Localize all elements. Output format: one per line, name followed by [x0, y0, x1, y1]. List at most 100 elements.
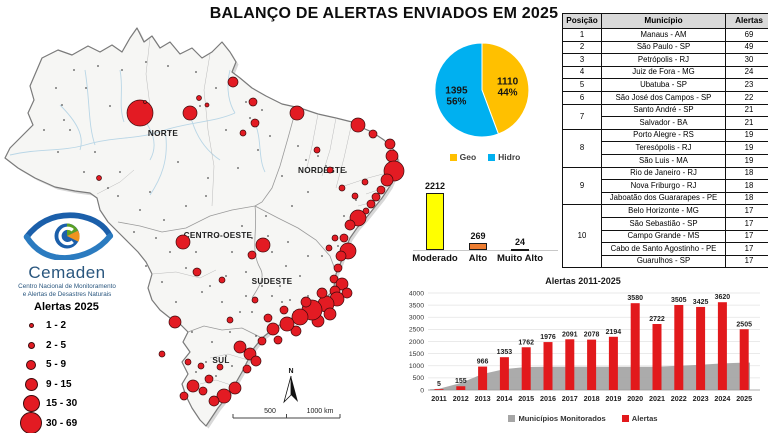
pie-legend-item: Geo: [449, 152, 477, 162]
alertas-bar-2023: [696, 306, 706, 390]
x-axis-year-label: 2023: [693, 394, 709, 403]
cell-municipio: Jaboatão dos Guararapes - PE: [601, 191, 726, 206]
map-alert-circle: [362, 207, 370, 215]
cell-position: 4: [562, 65, 602, 80]
town-dot: [279, 285, 281, 287]
alert-size-icon: [22, 395, 40, 413]
map-alert-circle: [257, 336, 267, 346]
alertas-bar-2021: [652, 323, 662, 390]
alertas-bar-2020: [630, 303, 640, 390]
town-dot: [43, 129, 45, 131]
map-alert-circle: [182, 105, 198, 121]
town-dot: [215, 87, 217, 89]
map-alert-circle: [186, 379, 200, 393]
cell-municipio: Cabo de Santo Agostinho - PE: [601, 242, 726, 256]
town-dot: [239, 311, 241, 313]
town-dot: [211, 341, 213, 343]
town-dot: [249, 117, 251, 119]
town-dot: [97, 65, 99, 67]
map-alert-circle: [226, 316, 234, 324]
x-axis-year-label: 2014: [496, 394, 512, 403]
town-dot: [261, 109, 263, 111]
rivers: [9, 69, 266, 196]
map-alert-circle: [368, 129, 378, 139]
town-dot: [195, 71, 197, 73]
pie-legend-label: Geo: [459, 152, 477, 162]
cell-municipio: Teresópolis - RJ: [601, 141, 726, 155]
map-alert-circle: [289, 105, 305, 121]
years-svg: 0 500 1000 1500 2000 2500 3000 3500 4000 5 2011 155…: [409, 290, 760, 403]
map-legend-row: 5 - 9: [16, 355, 134, 375]
region-label: NORDESTE: [298, 166, 346, 175]
table-row: Guarulhos - SP 17: [563, 254, 768, 269]
legend-swatch-icon: [508, 415, 516, 422]
map-alert-circle: [338, 184, 346, 192]
map-legend-label: 1 - 2: [46, 320, 67, 332]
town-dot: [307, 255, 309, 257]
years-legend-item: Alertas: [621, 414, 658, 423]
cell-position: 8: [562, 128, 602, 168]
map-alert-circle: [239, 129, 247, 137]
bar-value-label: 1353: [497, 349, 513, 356]
pie-slice-label: 1110 44%: [497, 76, 519, 98]
cell-municipio: Campo Grande - MS: [601, 229, 726, 244]
pie-slice-hidro: [434, 42, 500, 138]
cell-municipio: São Sebastião - SP: [601, 216, 726, 231]
town-dot: [119, 171, 121, 173]
town-dot: [175, 301, 177, 303]
legend-swatch-icon: [621, 415, 629, 422]
alertas-bar-2014: [499, 357, 509, 390]
town-dot: [83, 171, 85, 173]
town-dot: [257, 149, 259, 151]
map-alert-circle: [263, 313, 273, 323]
town-dot: [133, 231, 135, 233]
y-axis-tick-label: 3000: [409, 315, 424, 322]
map-legend-symbol: [16, 412, 46, 433]
cell-alertas: 18: [725, 191, 768, 206]
cell-alertas: 17: [725, 242, 768, 256]
map-alert-circle: [350, 117, 366, 133]
pie-chart-geo-hidro: 1110 44% 1395 56% Geo Hidro: [425, 38, 545, 178]
town-dot: [167, 65, 169, 67]
bar-value-label: 2722: [649, 316, 665, 323]
map-legend-row: 15 - 30: [16, 394, 134, 414]
x-axis-year-label: 2012: [453, 394, 469, 403]
town-dot: [55, 87, 57, 89]
table-row: 9 Rio de Janeiro - RJ 18: [562, 166, 768, 206]
town-dot: [169, 251, 171, 253]
cell-alertas: 17: [725, 216, 768, 231]
map-legend-label: 15 - 30: [46, 398, 78, 410]
x-axis-year-label: 2013: [475, 394, 491, 403]
town-dot: [343, 215, 345, 217]
map-alert-circle: [331, 234, 339, 242]
map-legend-label: 5 - 9: [46, 359, 67, 371]
map-alert-circle: [385, 149, 399, 163]
map-alert-circle: [227, 76, 239, 88]
cell-alertas: 23: [725, 78, 768, 92]
town-dot: [237, 167, 239, 169]
town-dot: [337, 245, 339, 247]
map-alert-circle: [266, 322, 280, 336]
bar-value-label: 1976: [540, 334, 556, 341]
brazil-alert-map: NORTE NORDESTE CENTRO-OESTE SUDESTE SUL N 500 1…: [4, 27, 405, 429]
x-axis-year-label: 2011: [431, 394, 447, 403]
map-alert-circle: [204, 374, 214, 384]
cell-alertas: 19: [725, 128, 768, 143]
logo-subtitle-2: e Alertas de Desastres Naturais: [22, 290, 112, 298]
table-row: São Luis - MA 19: [563, 153, 768, 168]
table-header-município: Município: [601, 13, 726, 29]
town-dot: [245, 271, 247, 273]
map-alert-circle: [216, 363, 224, 371]
town-dot: [261, 285, 263, 287]
town-dot: [161, 281, 163, 283]
bar-value-label: 5: [437, 381, 441, 388]
pie-svg: 1110 44% 1395 56%: [434, 42, 530, 138]
cell-municipio: Nova Friburgo - RJ: [601, 179, 726, 193]
town-dot: [225, 355, 227, 357]
map-alert-circle: [179, 391, 189, 401]
town-dot: [245, 101, 247, 103]
map-alert-circle: [208, 395, 220, 407]
map-alert-circle: [291, 308, 309, 326]
map-legend-row: 1 - 2: [16, 316, 134, 336]
town-dot: [241, 225, 243, 227]
